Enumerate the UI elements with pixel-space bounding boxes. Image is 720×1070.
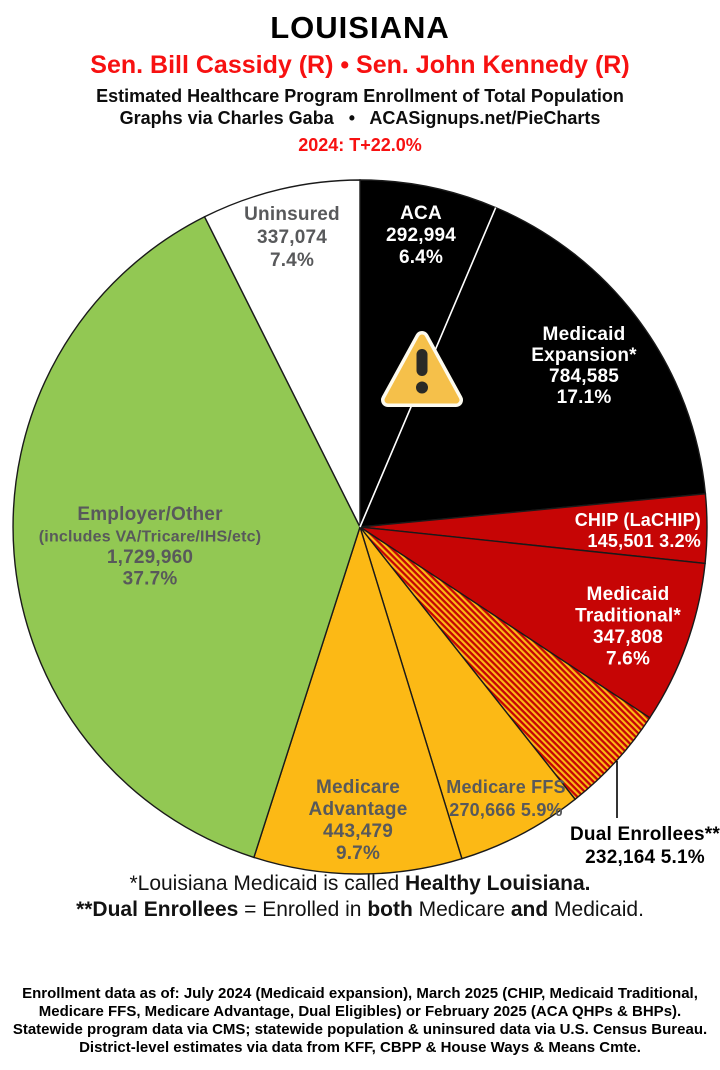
- source-footer: Enrollment data as of: July 2024 (Medica…: [0, 985, 720, 1057]
- footer-line: Statewide program data via CMS; statewid…: [12, 1021, 708, 1038]
- senators-line: Sen. Bill Cassidy (R) • Sen. John Kenned…: [90, 51, 630, 79]
- label-aca: ACA 292,994 6.4%: [386, 203, 456, 268]
- label-dual-enrollees: Dual Enrollees** 232,164 5.1%: [570, 824, 720, 868]
- pie-slice-medicaid-traditional: [359, 526, 706, 719]
- pie-slice-uninsured: [203, 179, 361, 528]
- pie-slice-employer-other: [12, 215, 361, 859]
- pie-slice-labels: ACA 292,994 6.4% Medicaid Expansion* 784,585 1…: [39, 203, 720, 868]
- footnotes: *Louisiana Medicaid is called Healthy Lo…: [0, 871, 720, 923]
- pie-slices: [12, 179, 708, 875]
- credit-line: Graphs via Charles Gaba • ACASignups.net…: [119, 108, 601, 128]
- label-uninsured: Uninsured 337,074 7.4%: [244, 204, 340, 271]
- chart-subtitle: Estimated Healthcare Program Enrollment …: [96, 86, 624, 106]
- pie-slice-medicare-advantage: [253, 524, 463, 875]
- footnote-medicaid-name: *Louisiana Medicaid is called Healthy Lo…: [129, 872, 591, 895]
- footer-line: Medicare FFS, Medicare Advantage, Dual E…: [38, 1003, 682, 1020]
- footnote-dual-enrollees: **Dual Enrollees = Enrolled in both Medi…: [76, 898, 644, 921]
- label-medicare-advantage: Medicare Advantage 443,479 9.7%: [309, 777, 408, 864]
- label-medicaid-traditional: Medicaid Traditional* 347,808 7.6%: [575, 584, 681, 670]
- partisan-lean: 2024: T+22.0%: [298, 135, 422, 155]
- label-medicaid-expansion: Medicaid Expansion* 784,585 17.1%: [531, 324, 637, 408]
- warning-icon: [381, 331, 463, 407]
- footer-line: District-level estimates via data from K…: [79, 1039, 641, 1056]
- footer-line: Enrollment data as of: July 2024 (Medica…: [22, 985, 698, 1002]
- label-chip: CHIP (LaCHIP) 145,501 3.2%: [575, 510, 701, 551]
- state-title: LOUISIANA: [270, 10, 450, 45]
- header: LOUISIANA Sen. Bill Cassidy (R) • Sen. J…: [0, 0, 720, 156]
- pie-slice-medicare-ffs: [359, 526, 577, 860]
- label-employer-other: Employer/Other (includes VA/Tricare/IHS/e…: [39, 504, 261, 590]
- pie-slice-medicaid-expansion: [358, 206, 707, 528]
- label-medicare-ffs: Medicare FFS 270,666 5.9%: [446, 777, 565, 820]
